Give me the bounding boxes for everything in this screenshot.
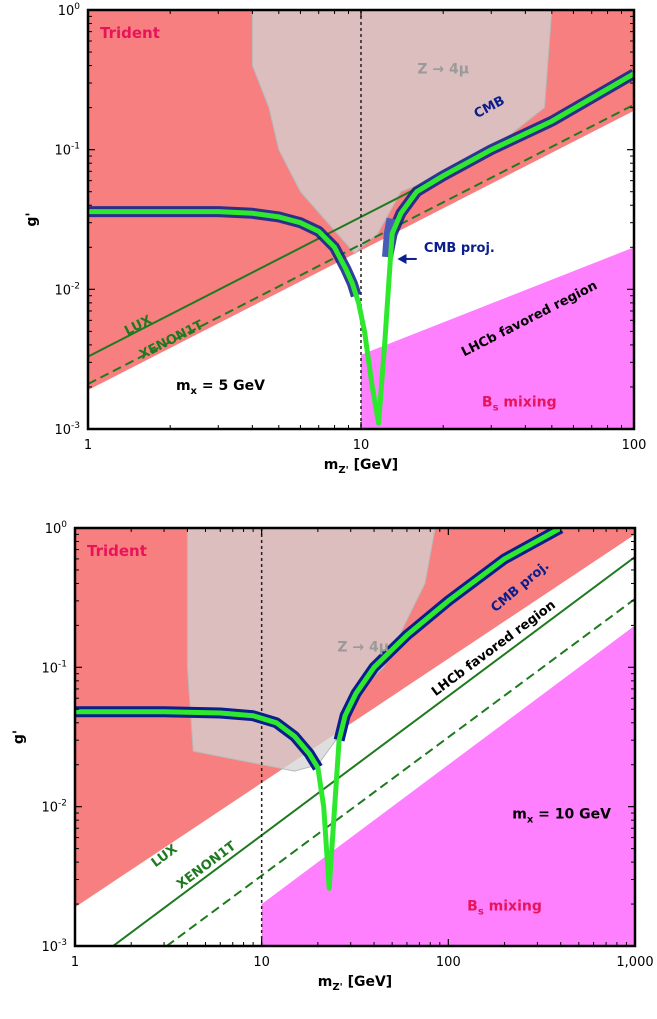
- y-tick-label: 10-2: [54, 281, 80, 298]
- y-tick-label: 100: [58, 2, 81, 19]
- y-tick-label: 10-3: [41, 938, 67, 955]
- z-4mu-region: [251, 10, 553, 255]
- bs-mixing-region: [261, 625, 635, 946]
- cmb-proj-arrowhead: [397, 253, 407, 264]
- y-tick-label: 10-1: [41, 659, 67, 676]
- x-tick-label: 10: [353, 438, 370, 453]
- lux-line: [112, 556, 635, 946]
- y-tick-label: 100: [45, 520, 68, 537]
- relic-curve: [88, 71, 634, 426]
- relic-curve: [75, 528, 562, 891]
- x-tick-label: 100: [622, 438, 647, 453]
- mass-label: mx = 5 GeV: [176, 378, 265, 397]
- lower-panel: 1 10 100 1,000 10-3 10-2 10-1 100 mZ' [GeV] g' Tri…: [11, 520, 654, 993]
- z4mu-label: Z → 4μ: [337, 639, 389, 655]
- z4mu-label: Z → 4μ: [417, 62, 469, 78]
- x-tick-label: 10: [253, 955, 270, 970]
- mass-label: mx = 10 GeV: [512, 807, 611, 826]
- xenon1t-line: [88, 103, 634, 385]
- bs-mixing-region: [361, 247, 634, 429]
- trident-label: Trident: [87, 542, 147, 560]
- bs-mixing-label: Bs mixing: [482, 394, 557, 413]
- lhcb-favored-band: [93, 541, 635, 946]
- y-tick-label: 10-1: [54, 142, 80, 159]
- bs-mixing-label: Bs mixing: [467, 898, 542, 917]
- y-tick-label: 10-3: [54, 421, 80, 438]
- plot-frame: [73, 526, 637, 948]
- x-tick-label: 1: [71, 955, 79, 970]
- x-tick-label: 100: [436, 955, 461, 970]
- plot-area: [75, 528, 635, 946]
- x-axis-label: mZ' [GeV]: [318, 974, 392, 993]
- trident-label: Trident: [100, 24, 160, 42]
- x-axis-label: mZ' [GeV]: [324, 457, 398, 476]
- cmb-proj-label: CMB proj.: [424, 241, 495, 256]
- plot-area: [88, 10, 634, 429]
- upper-panel: 1 10 100 10-3 10-2 10-1 100 mZ' [GeV] g' Trident Z…: [24, 2, 646, 476]
- x-tick-label: 1,000: [616, 955, 653, 970]
- cmb-proj-band: [382, 217, 398, 258]
- y-axis-label: g': [24, 212, 40, 226]
- x-tick-label: 1: [84, 438, 92, 453]
- y-axis-label: g': [11, 730, 27, 744]
- y-tick-label: 10-2: [41, 799, 67, 816]
